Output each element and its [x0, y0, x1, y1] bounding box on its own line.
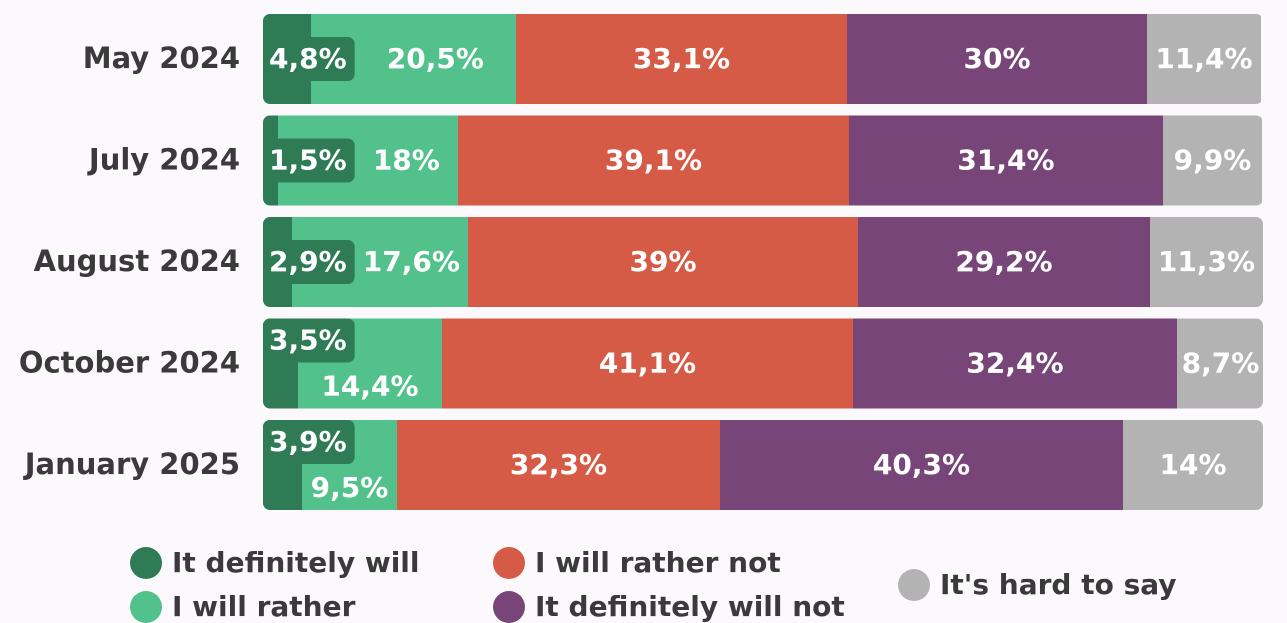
data-label: 32,3% [510, 448, 607, 481]
category-label: January 2025 [23, 447, 240, 481]
data-label: 18% [373, 144, 440, 177]
legend-label: I will rather [172, 590, 356, 623]
data-label: 11,4% [1155, 42, 1252, 75]
legend-swatch [493, 591, 525, 623]
label-pill [263, 240, 355, 284]
bar-segment [853, 318, 1177, 409]
legend-label: I will rather not [535, 546, 781, 579]
data-label: 40,3% [873, 448, 970, 481]
data-label: 3,9% [269, 425, 347, 458]
data-label: 9,5% [311, 471, 389, 504]
legend-label: It definitely will [172, 546, 420, 579]
data-label: 20,5% [387, 42, 484, 75]
category-label: August 2024 [34, 244, 240, 278]
bar-segment [516, 14, 847, 104]
bar-segment [442, 318, 853, 409]
bar-segment [458, 115, 849, 206]
legend-swatch [130, 591, 162, 623]
label-pill [263, 138, 355, 183]
bar-row [263, 115, 1262, 206]
label-pill [263, 37, 355, 81]
data-label: 14% [1159, 448, 1226, 481]
bar-segment [858, 217, 1150, 307]
bar-row [263, 14, 1261, 104]
bar-segment [1147, 14, 1261, 104]
data-label: 33,1% [633, 42, 730, 75]
bar-segment [1177, 318, 1263, 409]
bar-segment [849, 115, 1163, 206]
data-label: 29,2% [955, 245, 1052, 278]
legend-label: It's hard to say [940, 568, 1177, 601]
bar-row [263, 318, 1263, 409]
bar-row [263, 420, 1263, 510]
bar-segment [847, 14, 1147, 104]
bar-segment [1150, 217, 1263, 307]
legend-swatch [493, 547, 525, 579]
data-label: 1,5% [269, 144, 347, 177]
category-label: October 2024 [19, 346, 240, 380]
data-label: 39,1% [605, 144, 702, 177]
data-label: 30% [963, 42, 1030, 75]
data-label: 39% [629, 245, 696, 278]
bar-segment [1123, 420, 1263, 510]
data-label: 14,4% [321, 370, 418, 403]
category-label: May 2024 [83, 41, 240, 75]
data-label: 17,6% [363, 245, 460, 278]
data-label: 4,8% [269, 42, 347, 75]
bar-row [263, 217, 1263, 307]
data-label: 3,5% [269, 324, 347, 357]
data-label: 31,4% [957, 144, 1054, 177]
data-label: 11,3% [1158, 245, 1255, 278]
label-pill [263, 318, 355, 363]
legend-swatch [898, 569, 930, 601]
bar-segment [397, 420, 720, 510]
data-label: 41,1% [599, 347, 696, 380]
data-label: 9,9% [1174, 144, 1252, 177]
bar-segment [1163, 115, 1262, 206]
legend-label: It definitely will not [535, 590, 845, 623]
data-label: 32,4% [966, 347, 1063, 380]
label-pill [263, 420, 355, 464]
bar-segment [468, 217, 858, 307]
legend-swatch [130, 547, 162, 579]
category-label: July 2024 [87, 143, 240, 177]
bar-segment [720, 420, 1123, 510]
data-label: 2,9% [269, 245, 347, 278]
data-label: 8,7% [1182, 347, 1260, 380]
